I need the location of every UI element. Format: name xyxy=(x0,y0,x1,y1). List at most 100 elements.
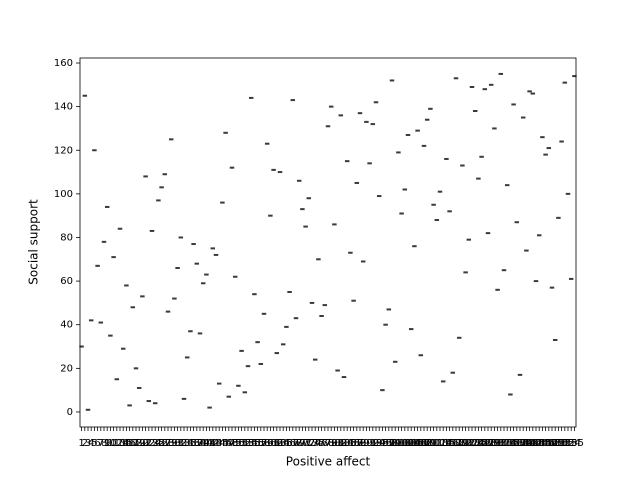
y-tick-label: 80 xyxy=(60,232,73,243)
x-tick-label: 90 xyxy=(360,438,373,449)
x-tick-label: 31 xyxy=(171,438,184,449)
x-tick-label: 18 xyxy=(130,438,143,449)
x-tick-label: 1 xyxy=(78,438,84,449)
x-tick-label: 87 xyxy=(350,438,363,449)
x-tick-label: 88 xyxy=(354,438,367,449)
x-tick-label: 45 xyxy=(216,438,229,449)
x-tick-label: 38 xyxy=(194,438,207,449)
x-tick-label: 114 xyxy=(434,438,453,449)
x-tick-label: 144 xyxy=(530,438,549,449)
x-tick-label: 136 xyxy=(504,438,523,449)
x-tick-label: 26 xyxy=(155,438,168,449)
x-tick-label: 58 xyxy=(258,438,271,449)
x-tick-label: 80 xyxy=(328,438,341,449)
x-tick-label: 146 xyxy=(536,438,555,449)
x-tick-label: 96 xyxy=(379,438,392,449)
x-tick-label: 153 xyxy=(558,438,577,449)
x-tick-label: 124 xyxy=(466,438,485,449)
x-tick-label: 152 xyxy=(555,438,574,449)
x-tick-label: 29 xyxy=(165,438,178,449)
x-tick-label: 32 xyxy=(174,438,187,449)
x-tick-label: 112 xyxy=(427,438,446,449)
x-tick-label: 63 xyxy=(274,438,287,449)
x-tick-label: 73 xyxy=(306,438,319,449)
x-tick-label: 44 xyxy=(213,438,226,449)
y-axis-label: Social support xyxy=(27,199,41,285)
x-tick-label: 77 xyxy=(318,438,331,449)
x-tick-label: 75 xyxy=(312,438,325,449)
x-tick-label: 71 xyxy=(299,438,312,449)
x-tick-label: 139 xyxy=(514,438,533,449)
x-tick-label: 43 xyxy=(210,438,223,449)
x-tick-label: 36 xyxy=(187,438,200,449)
x-tick-label: 108 xyxy=(414,438,433,449)
plot-frame xyxy=(79,57,577,428)
y-tick-label: 0 xyxy=(67,407,73,418)
x-tick-label: 72 xyxy=(302,438,315,449)
x-tick-label: 138 xyxy=(510,438,529,449)
x-axis-label: Positive affect xyxy=(286,455,371,469)
x-tick-label: 7 xyxy=(98,438,104,449)
x-tick-label: 89 xyxy=(357,438,370,449)
x-tick-label: 99 xyxy=(389,438,402,449)
x-tick-label: 17 xyxy=(126,438,139,449)
x-tick-label: 132 xyxy=(491,438,510,449)
x-tick-label: 47 xyxy=(222,438,235,449)
x-tick-label: 53 xyxy=(242,438,255,449)
x-tick-label: 109 xyxy=(418,438,437,449)
x-tick-label: 142 xyxy=(523,438,542,449)
x-tick-label: 12 xyxy=(110,438,123,449)
x-tick-label: 133 xyxy=(494,438,513,449)
x-tick-label: 106 xyxy=(408,438,427,449)
x-tick-label: 127 xyxy=(475,438,494,449)
x-tick-label: 104 xyxy=(402,438,421,449)
x-tick-label: 37 xyxy=(190,438,203,449)
x-tick-label: 154 xyxy=(562,438,581,449)
x-tick-label: 122 xyxy=(459,438,478,449)
x-tick-label: 117 xyxy=(443,438,462,449)
x-tick-label: 135 xyxy=(501,438,520,449)
x-tick-label: 97 xyxy=(382,438,395,449)
x-tick-label: 85 xyxy=(344,438,357,449)
x-tick-label: 35 xyxy=(184,438,197,449)
x-tick-label: 10 xyxy=(104,438,117,449)
y-tick-label: 60 xyxy=(60,276,73,287)
x-tick-label: 86 xyxy=(347,438,360,449)
x-tick-label: 51 xyxy=(235,438,248,449)
x-tick-label: 70 xyxy=(296,438,309,449)
x-tick-label: 3 xyxy=(85,438,91,449)
x-tick-label: 119 xyxy=(450,438,469,449)
x-tick-label: 92 xyxy=(366,438,379,449)
x-tick-label: 69 xyxy=(293,438,306,449)
x-tick-label: 149 xyxy=(546,438,565,449)
x-tick-label: 28 xyxy=(162,438,175,449)
x-tick-label: 27 xyxy=(158,438,171,449)
x-tick-label: 129 xyxy=(482,438,501,449)
x-tick-label: 115 xyxy=(437,438,456,449)
x-tick-label: 150 xyxy=(549,438,568,449)
x-tick-label: 98 xyxy=(386,438,399,449)
x-tick-label: 11 xyxy=(107,438,120,449)
x-tick-label: 143 xyxy=(526,438,545,449)
x-tick-label: 39 xyxy=(197,438,210,449)
x-tick-label: 151 xyxy=(552,438,571,449)
x-tick-label: 134 xyxy=(498,438,517,449)
x-tick-label: 147 xyxy=(539,438,558,449)
x-tick-label: 6 xyxy=(94,438,100,449)
x-tick-label: 137 xyxy=(507,438,526,449)
x-tick-label: 128 xyxy=(478,438,497,449)
x-tick-label: 54 xyxy=(245,438,258,449)
x-tick-label: 100 xyxy=(389,438,408,449)
x-tick-label: 120 xyxy=(453,438,472,449)
y-tick-label: 160 xyxy=(54,58,73,69)
x-tick-label: 57 xyxy=(254,438,267,449)
x-tick-label: 65 xyxy=(280,438,293,449)
x-tick-label: 19 xyxy=(133,438,146,449)
x-tick-label: 20 xyxy=(136,438,149,449)
x-tick-label: 83 xyxy=(338,438,351,449)
x-tick-label: 48 xyxy=(226,438,239,449)
x-tick-label: 118 xyxy=(446,438,465,449)
x-tick-label: 23 xyxy=(146,438,159,449)
x-tick-label: 61 xyxy=(267,438,280,449)
